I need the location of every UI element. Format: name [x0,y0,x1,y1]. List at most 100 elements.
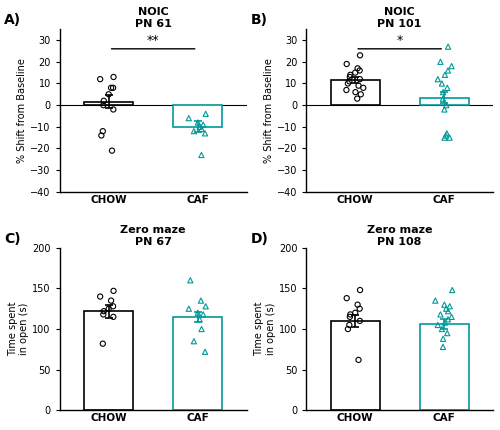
Point [197,297,205,304]
Title: NOIC
PN 61: NOIC PN 61 [134,7,172,28]
Title: Zero maze
PN 67: Zero maze PN 67 [120,225,186,247]
Point [109,303,117,310]
Point [352,89,360,95]
Point [342,86,350,93]
Point [199,311,207,318]
Point [448,287,456,294]
Point [353,95,361,102]
Point [356,287,364,294]
Point [441,319,449,326]
Point [99,128,107,135]
Y-axis label: Time spent
in open (s): Time spent in open (s) [254,302,276,356]
Text: D): D) [250,231,268,246]
Point [440,301,448,308]
Point [107,297,115,304]
Point [346,74,354,80]
Point [439,89,447,95]
Point [360,84,368,91]
Point [110,313,118,320]
Bar [84,102,133,105]
Point [442,132,450,139]
Text: **: ** [147,34,160,47]
Point [354,82,362,89]
Point [439,335,447,342]
Point [438,326,446,332]
Bar [331,80,380,105]
Point [444,316,452,323]
Text: B): B) [250,13,268,27]
Point [432,297,440,304]
Point [110,106,118,113]
Y-axis label: % Shift from Baseline: % Shift from Baseline [18,58,28,163]
Point [356,76,364,83]
Point [104,305,112,312]
Point [110,74,118,80]
Point [439,344,447,350]
Point [448,63,456,70]
Title: NOIC
PN 101: NOIC PN 101 [378,7,422,28]
Point [99,340,107,347]
Point [443,330,451,337]
Point [100,102,108,109]
Text: *: * [396,34,403,47]
Point [108,147,116,154]
Point [444,67,452,74]
Point [344,80,352,87]
Y-axis label: % Shift from Baseline: % Shift from Baseline [264,58,274,163]
Point [356,305,364,312]
Point [346,322,354,329]
Point [202,303,209,310]
Point [104,91,112,98]
Point [202,111,209,117]
Point [190,338,198,345]
Point [199,121,207,128]
Point [439,95,447,102]
Point [194,119,202,126]
Point [190,128,198,135]
Point [100,97,108,104]
Point [442,102,450,109]
Point [346,313,354,320]
Point [196,123,203,130]
Point [436,311,444,318]
Point [444,308,452,315]
Bar [331,321,380,410]
Point [201,130,209,137]
Point [194,309,202,316]
Point [448,313,456,320]
Point [98,132,106,139]
Y-axis label: Time spent
in open (s): Time spent in open (s) [8,302,30,356]
Point [107,84,115,91]
Bar [173,317,222,410]
Point [440,134,448,141]
Text: A): A) [4,13,21,27]
Point [96,76,104,83]
Point [198,126,205,132]
Point [100,308,108,315]
Point [100,311,108,318]
Point [198,326,205,332]
Bar [420,324,469,410]
Point [344,326,352,332]
Point [357,91,365,98]
Point [185,115,193,122]
Point [446,303,454,310]
Point [342,61,350,68]
Point [444,43,452,50]
Point [441,71,449,78]
Point [356,317,364,324]
Point [342,295,350,301]
Bar [84,311,133,410]
Point [110,287,118,294]
Point [354,301,362,308]
Point [356,67,364,74]
Text: C): C) [4,231,20,246]
Point [438,80,446,87]
Title: Zero maze
PN 108: Zero maze PN 108 [367,225,432,247]
Point [443,84,451,91]
Point [351,69,359,76]
Point [346,311,354,318]
Point [434,322,442,329]
Point [442,305,450,312]
Point [185,305,193,312]
